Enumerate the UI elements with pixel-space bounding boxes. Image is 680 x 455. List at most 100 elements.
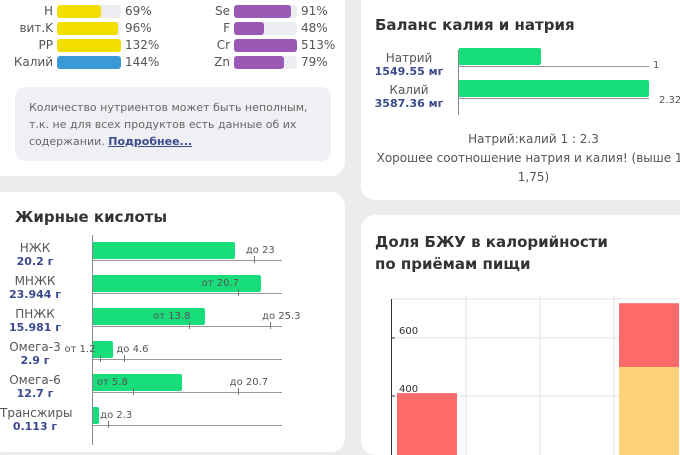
max-label: до 25.3 [262, 311, 301, 322]
vitamin-bar [57, 4, 121, 18]
min-label: от 1.2 [64, 344, 96, 355]
sodium-potassium-card: Баланс калия и натрия Натрий 1549.55 мг 1… [361, 0, 680, 200]
y-tick-label: 600 [399, 326, 418, 337]
mineral-label: Cr [216, 38, 230, 52]
min-tick [100, 355, 102, 362]
fatty-name: Трансжиры [0, 406, 73, 420]
min-label: от 5.8 [96, 377, 128, 388]
balance-ratio: 1 [653, 60, 660, 71]
min-tick [132, 388, 134, 395]
fatty-bar [93, 308, 206, 325]
bju-title: Доля БЖУ в калорийности по приёмам пищи [375, 233, 608, 273]
more-link[interactable]: Подробнее... [108, 135, 193, 148]
max-tick [270, 322, 272, 329]
balance-bar [459, 80, 649, 97]
vitamin-bar [57, 38, 121, 52]
fatty-amount: 15.981 г [8, 321, 62, 334]
balance-label: Натрий 1549.55 мг [365, 51, 453, 79]
vitamin-pct: 69% [125, 4, 152, 18]
fatty-baseline [92, 359, 282, 360]
fatty-acids-card: Жирные кислоты НЖК 20.2 г до 23 МНЖК 23.944… [0, 192, 345, 452]
incomplete-data-note: Количество нутриентов может быть неполны… [15, 87, 331, 161]
fatty-name: Омега-3 [9, 340, 61, 354]
vitamin-label: H [43, 4, 53, 18]
balance-amount: 1549.55 мг [374, 65, 444, 78]
fatty-name: МНЖК [14, 274, 56, 288]
fatty-baseline [92, 326, 282, 327]
max-tick [253, 256, 255, 263]
mineral-label: Se [215, 4, 230, 18]
fatty-amount: 12.7 г [16, 387, 54, 400]
vitamin-bar [57, 21, 121, 35]
fatty-acids-title: Жирные кислоты [15, 208, 168, 226]
fatty-axis [92, 235, 93, 445]
fatty-name: ПНЖК [15, 307, 55, 321]
mineral-pct: 91% [301, 4, 328, 18]
balance-name: Натрий [385, 51, 433, 65]
fatty-label: Трансжиры 0.113 г [0, 406, 73, 434]
fatty-label: Омега-3 2.9 г [0, 340, 70, 368]
max-label: до 2.3 [100, 410, 133, 421]
fatty-bar [93, 407, 99, 424]
max-tick [108, 421, 110, 428]
mineral-bar [234, 55, 297, 69]
vitamin-row: PP 132% [7, 38, 160, 52]
fatty-baseline [92, 425, 282, 426]
mineral-label: Zn [214, 55, 230, 69]
max-label: до 20.7 [229, 377, 269, 388]
balance-label: Калий 3587.36 мг [365, 83, 453, 111]
max-label: до 4.6 [116, 344, 149, 355]
vitamin-label: PP [38, 38, 53, 52]
min-tick [237, 289, 239, 296]
vitamin-row: H 69% [7, 4, 152, 18]
bju-chart: 600 400 [391, 295, 680, 455]
fat-bar [619, 367, 679, 455]
mineral-pct: 513% [301, 38, 336, 52]
mineral-bar [234, 4, 297, 18]
fatty-label: МНЖК 23.944 г [0, 274, 70, 302]
note-text: Количество нутриентов может быть неполны… [29, 101, 308, 148]
mineral-label: F [223, 21, 230, 35]
mineral-row: Cr 513% [162, 38, 336, 52]
min-label: от 20.7 [201, 278, 240, 289]
vitamin-row: Калий 144% [7, 55, 159, 69]
fatty-amount: 23.944 г [8, 288, 62, 301]
max-label: до 23 [245, 245, 275, 256]
fatty-amount: 20.2 г [16, 255, 54, 268]
max-tick [124, 355, 126, 362]
mineral-row: Zn 79% [162, 55, 328, 69]
fatty-baseline [92, 392, 282, 393]
fatty-name: Омега-6 [9, 373, 61, 387]
fatty-baseline [92, 260, 282, 261]
min-label: от 13.8 [153, 311, 191, 322]
vitamin-row: вит.K 96% [7, 21, 152, 35]
balance-amount: 3587.36 мг [374, 97, 444, 110]
balance-bar [459, 48, 541, 65]
fatty-amount: 2.9 г [20, 354, 50, 367]
balance-baseline [459, 98, 649, 99]
fatty-label: ПНЖК 15.981 г [0, 307, 70, 335]
vitamin-pct: 96% [125, 21, 152, 35]
vitamin-pct: 144% [125, 55, 160, 69]
fatty-bar [93, 374, 183, 391]
ratio-text: Натрий:калий 1 : 2.3 [468, 132, 599, 146]
balance-baseline [459, 66, 649, 67]
protein-bar [397, 393, 457, 455]
y-tick-label: 400 [399, 384, 418, 395]
fatty-label: Омега-6 12.7 г [0, 373, 70, 401]
fatty-bar [93, 341, 114, 358]
fatty-amount: 0.113 г [12, 420, 58, 433]
bju-card: Доля БЖУ в калорийности по приёмам пищи … [361, 215, 680, 455]
mineral-pct: 48% [301, 21, 328, 35]
vitamin-pct: 132% [125, 38, 160, 52]
vitamin-bar [57, 55, 121, 69]
min-tick [189, 322, 191, 329]
max-tick [237, 388, 239, 395]
fatty-bar [93, 242, 236, 259]
balance-ratio: 2.32 [659, 95, 680, 106]
ratio-verdict: Хорошее соотношение натрия и калия! (выш… [376, 151, 680, 184]
balance-title: Баланс калия и натрия [375, 16, 575, 34]
balance-name: Калий [389, 83, 429, 97]
mineral-bar [234, 38, 297, 52]
vitamins-minerals-card: E84%H69%вит.K96%PP132%Калий144%Mn143%Se9… [0, 0, 345, 176]
